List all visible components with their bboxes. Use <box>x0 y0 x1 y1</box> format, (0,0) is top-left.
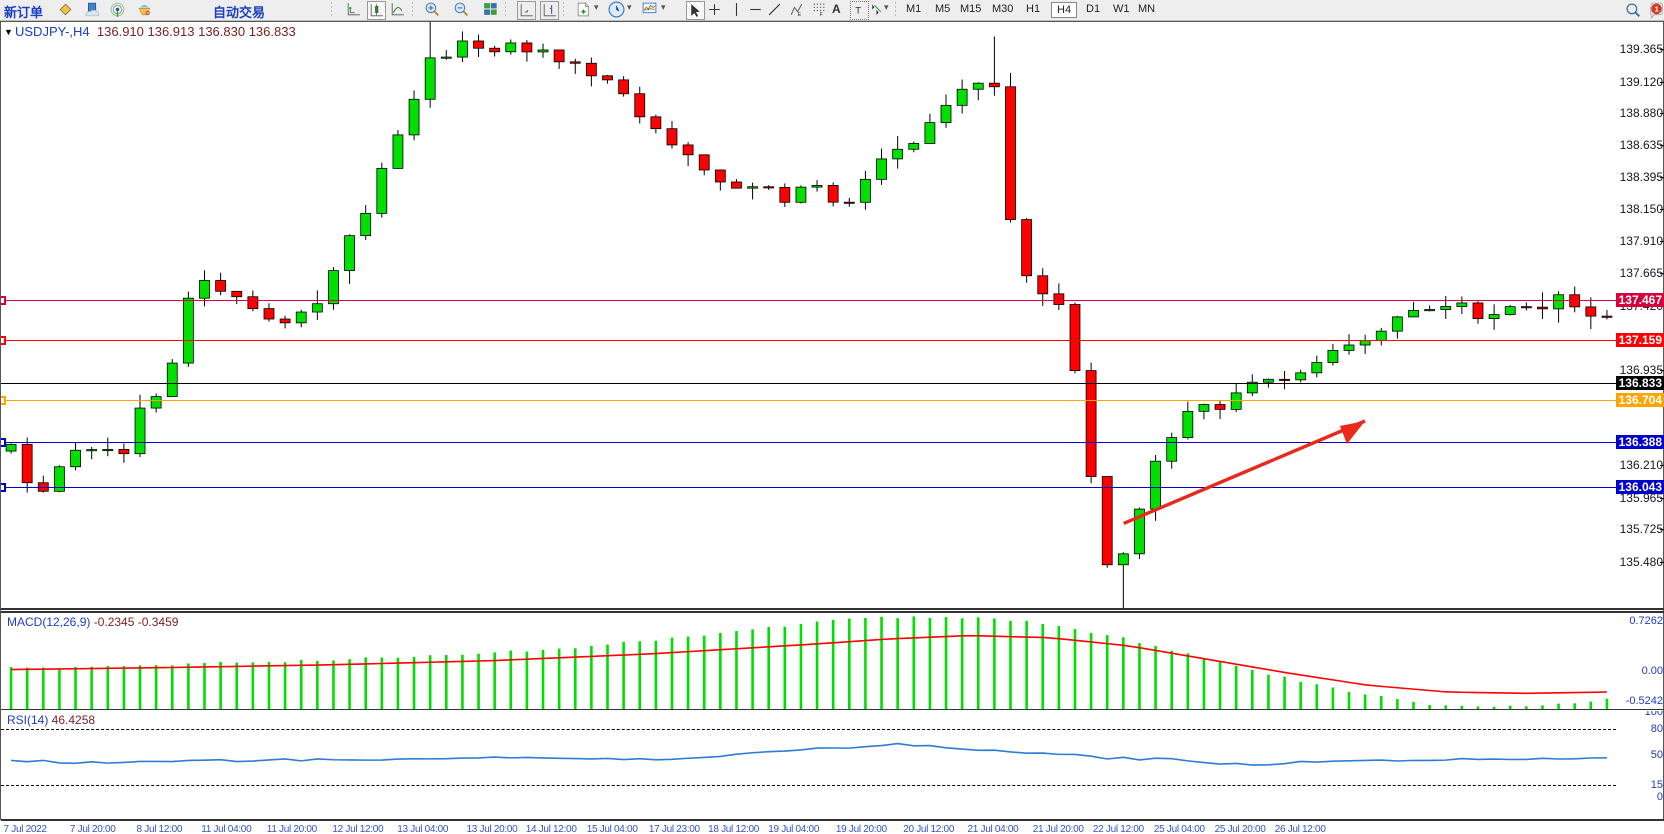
svg-text:T: T <box>855 6 861 17</box>
svg-text:1: 1 <box>1655 5 1659 14</box>
svg-text:F: F <box>820 12 824 18</box>
svg-text:E: E <box>798 12 802 18</box>
